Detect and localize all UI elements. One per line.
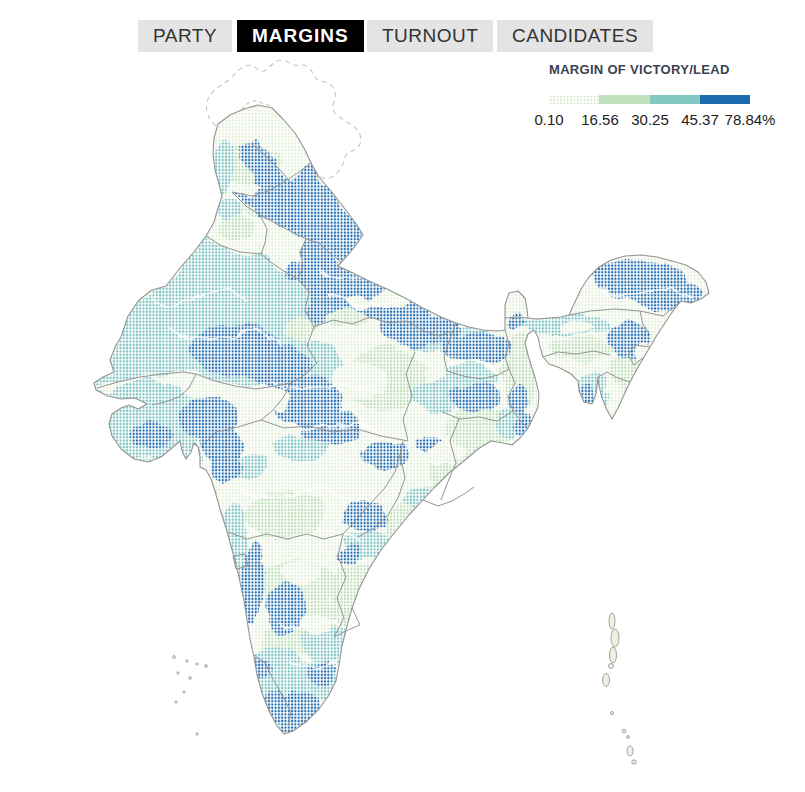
map-dot-fill bbox=[0, 0, 805, 792]
andaman-nicobar-islands bbox=[603, 613, 637, 764]
india-margins-map[interactable] bbox=[0, 0, 805, 792]
margins-map-page: PARTY MARGINS TURNOUT CANDIDATES MARGIN … bbox=[0, 0, 805, 792]
lakshadweep-islands bbox=[173, 656, 208, 736]
